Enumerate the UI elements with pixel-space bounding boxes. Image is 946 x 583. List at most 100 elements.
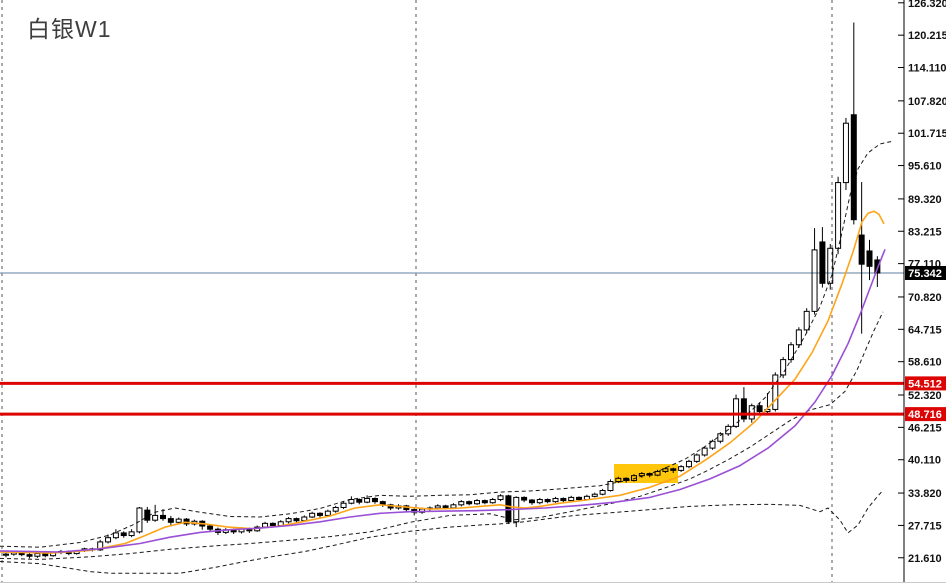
- candle-down: [356, 499, 363, 503]
- candle-up: [748, 405, 755, 420]
- axis-label: 21.610: [908, 553, 942, 565]
- candle-down: [317, 512, 323, 516]
- candle-up: [34, 553, 41, 557]
- candle-up: [112, 532, 119, 539]
- candle-up: [97, 541, 104, 551]
- candle-up: [474, 500, 480, 505]
- candle-down: [442, 505, 449, 509]
- candle-down: [207, 525, 214, 530]
- candle-down: [371, 497, 378, 503]
- axis-label: 46.215: [908, 422, 942, 434]
- candle-up: [662, 468, 669, 472]
- candle-down: [466, 501, 473, 505]
- candle-up: [340, 502, 347, 508]
- candle-up: [685, 460, 692, 468]
- candle-up: [591, 493, 598, 497]
- candle-up: [631, 475, 637, 481]
- candle-up: [458, 501, 465, 506]
- candle-up: [803, 310, 810, 331]
- candle-up: [285, 518, 292, 523]
- axis-label: 114.110: [908, 63, 946, 75]
- axis-label: 101.715: [908, 128, 946, 140]
- price-axis-background: [904, 0, 946, 583]
- axis-label: 120.215: [908, 30, 946, 42]
- lower-band: [0, 311, 884, 560]
- axis-label: 107.820: [908, 96, 946, 108]
- candle-down: [646, 473, 653, 476]
- candle-down: [866, 250, 873, 267]
- upper-band: [0, 140, 894, 548]
- axis-label: 95.610: [908, 161, 942, 173]
- candle-up: [725, 425, 732, 435]
- axis-label: 33.820: [908, 488, 942, 500]
- candle-down: [858, 234, 865, 265]
- symbol-title: 白银W1: [27, 16, 112, 42]
- candle-down: [144, 509, 151, 521]
- axis-label: 27.715: [908, 520, 942, 532]
- current-price-tag-label: 75.342: [908, 268, 942, 280]
- candle-up: [301, 516, 308, 522]
- candle-down: [819, 241, 826, 284]
- candle-down: [167, 518, 174, 523]
- candle-up: [717, 433, 724, 442]
- highlight-box: [614, 464, 678, 483]
- price-level-tag: [905, 376, 946, 391]
- candle-up: [128, 531, 135, 537]
- candle-up: [105, 537, 112, 543]
- candle-up: [835, 182, 842, 249]
- candle-up: [678, 466, 685, 471]
- candle-up: [497, 495, 504, 501]
- candle-down: [293, 518, 300, 522]
- candle-down: [560, 497, 567, 502]
- price-level-tag: [905, 407, 946, 422]
- candle-up: [654, 470, 661, 476]
- candle-up: [3, 553, 9, 556]
- candle-down: [481, 500, 488, 504]
- axis-label: 70.820: [908, 292, 942, 304]
- price-level-tag-label: 54.512: [908, 378, 942, 390]
- candle-up: [780, 359, 787, 376]
- candle-down: [623, 477, 630, 481]
- candle-up: [827, 247, 834, 284]
- candle-up: [615, 477, 622, 483]
- fast-ma: [0, 210, 885, 554]
- candle-up: [489, 499, 496, 504]
- axis-label: 83.215: [908, 226, 942, 238]
- candle-down: [160, 514, 166, 520]
- candle-down: [756, 405, 763, 413]
- current-price-tag: [905, 265, 946, 280]
- candle-up: [733, 398, 740, 427]
- candle-down: [42, 553, 49, 557]
- axis-label: 52.320: [908, 390, 942, 402]
- axis-label: 58.610: [908, 357, 942, 369]
- candle-up: [599, 490, 606, 495]
- candle-up: [788, 344, 794, 361]
- wide-lower-band: [0, 490, 884, 574]
- axis-label: 126.320: [908, 0, 946, 10]
- candle-up: [842, 122, 849, 184]
- candle-down: [576, 496, 583, 501]
- candle-up: [348, 499, 355, 504]
- candle-down: [269, 522, 276, 526]
- candle-up: [693, 454, 700, 462]
- candle-down: [26, 554, 33, 557]
- candle-up: [332, 506, 339, 512]
- candle-up: [709, 440, 716, 449]
- candle-down: [120, 532, 127, 537]
- candle-up: [536, 499, 543, 504]
- axis-label: 89.320: [908, 194, 942, 206]
- candle-down: [850, 114, 857, 221]
- candle-down: [183, 518, 190, 525]
- candle-up: [701, 447, 708, 456]
- candle-down: [528, 499, 535, 504]
- candle-up: [434, 505, 441, 509]
- candle-up: [152, 514, 159, 521]
- candle-up: [811, 249, 818, 312]
- slow-ma: [0, 249, 886, 553]
- candle-down: [670, 468, 677, 471]
- candle-up: [552, 497, 559, 503]
- candle-down: [544, 499, 551, 503]
- candle-up: [324, 510, 331, 516]
